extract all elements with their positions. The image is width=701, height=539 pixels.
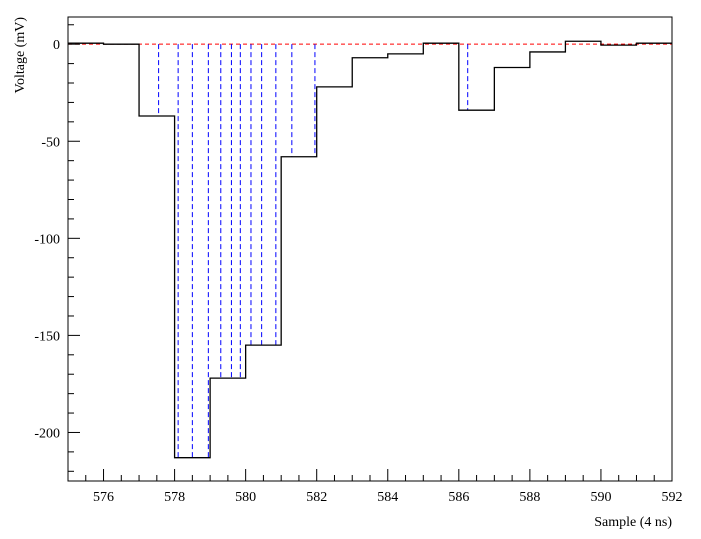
- x-tick-label: 586: [448, 490, 469, 505]
- series-step-line: [68, 40, 672, 459]
- x-axis-title: Sample (4 ns): [594, 515, 672, 530]
- x-tick-label: 584: [377, 490, 398, 505]
- x-tick-label: 576: [93, 490, 114, 505]
- x-tick-label: 590: [590, 490, 611, 505]
- y-axis-ticks: 0 -50 -100 -150 -200: [34, 24, 80, 472]
- x-tick-label: 580: [235, 490, 256, 505]
- marker-layer: [158, 44, 469, 458]
- y-tick-label: -100: [34, 232, 60, 247]
- x-tick-label: 592: [662, 490, 683, 505]
- x-axis-ticks: 576 578 580 582 584 586 588 590 592: [67, 469, 683, 505]
- series-layer: [68, 40, 672, 459]
- y-tick-label: -50: [41, 135, 60, 150]
- x-tick-label: 582: [306, 490, 327, 505]
- y-tick-label: -200: [34, 426, 60, 441]
- x-tick-label: 588: [519, 490, 540, 505]
- y-tick-label: -150: [34, 329, 60, 344]
- y-axis-title: Voltage (mV): [13, 17, 28, 94]
- x-tick-label: 578: [164, 490, 185, 505]
- y-tick-label: 0: [53, 38, 60, 53]
